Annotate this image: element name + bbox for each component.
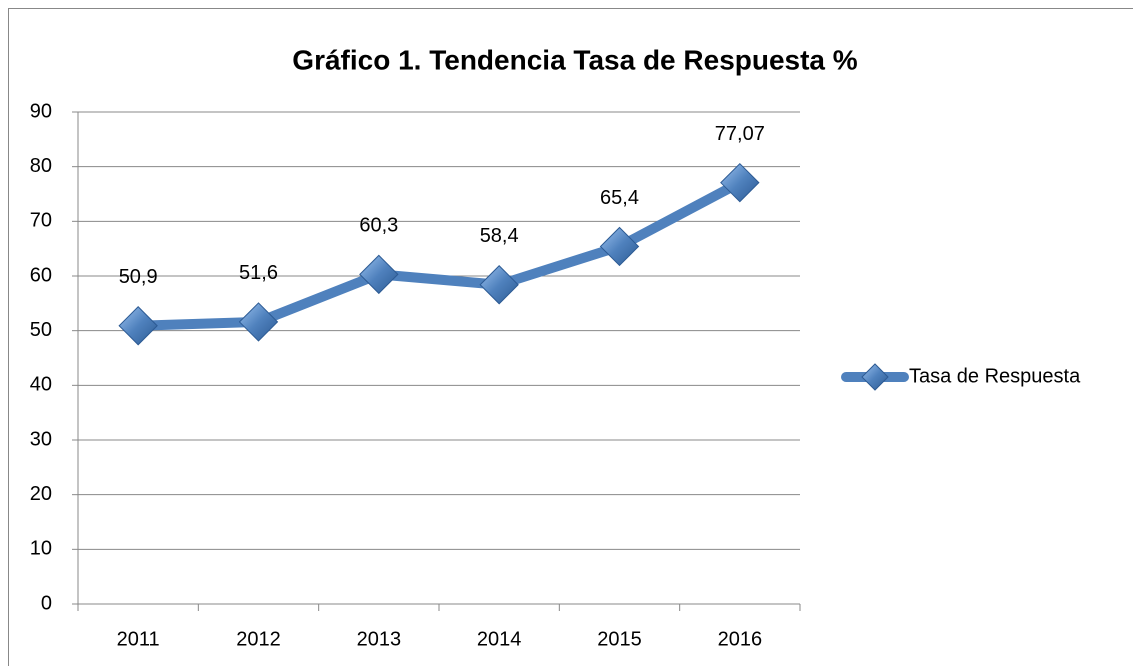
marker: [479, 265, 519, 305]
data-label: 77,07: [715, 123, 765, 145]
marker: [720, 162, 760, 203]
legend-marker: [861, 363, 889, 391]
data-label: 58,4: [480, 225, 519, 247]
y-tick-label: 40: [30, 374, 52, 396]
y-tick-label: 60: [30, 264, 52, 286]
series-line: [138, 178, 743, 331]
x-tick-label: 2015: [597, 628, 642, 650]
x-tick-label: 2011: [117, 628, 160, 650]
data-label: 50,9: [119, 266, 158, 288]
marker: [238, 302, 279, 342]
x-tick-label: 2014: [477, 628, 522, 650]
data-label: 51,6: [239, 262, 278, 284]
legend-label: Tasa de Respuesta: [909, 365, 1081, 387]
y-tick-label: 30: [30, 428, 52, 450]
x-tick-label: 2013: [357, 628, 402, 650]
marker: [599, 226, 640, 267]
marker: [359, 254, 399, 295]
y-tick-label: 20: [30, 483, 52, 505]
marker: [118, 306, 158, 346]
chart-title: Gráfico 1. Tendencia Tasa de Respuesta %: [292, 44, 857, 75]
data-label: 65,4: [600, 187, 639, 209]
chart-frame: [8, 8, 1133, 666]
y-tick-label: 90: [30, 100, 52, 122]
data-label: 60,3: [359, 215, 398, 237]
y-tick-label: 70: [30, 210, 52, 232]
x-tick-label: 2016: [718, 628, 763, 650]
y-tick-label: 80: [30, 155, 52, 177]
y-tick-label: 10: [30, 538, 52, 560]
x-tick-label: 2012: [236, 628, 281, 650]
y-tick-label: 50: [30, 319, 52, 341]
y-tick-label: 0: [41, 592, 52, 614]
